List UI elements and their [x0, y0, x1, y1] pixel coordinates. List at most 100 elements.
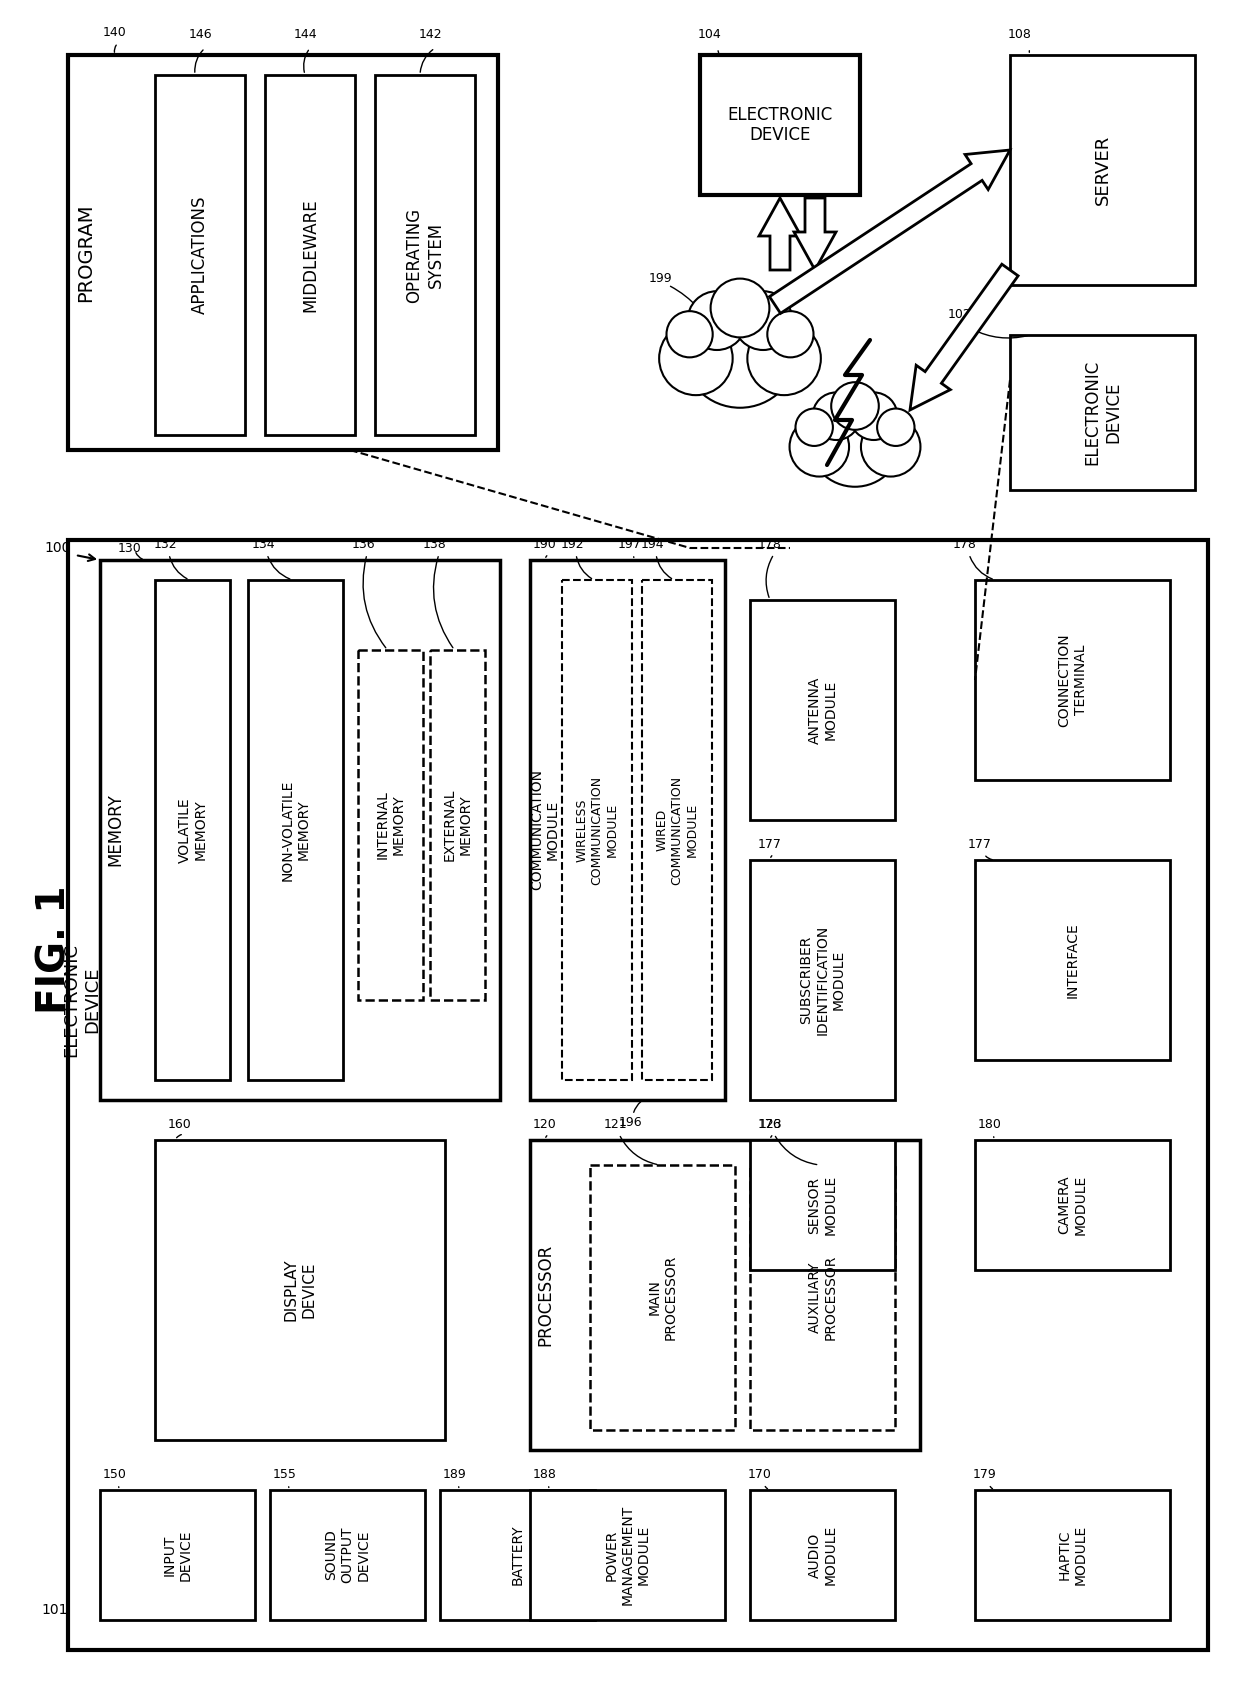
Bar: [440, 1490, 595, 1620]
Bar: [750, 600, 895, 820]
Circle shape: [808, 393, 901, 486]
Bar: [1011, 336, 1195, 490]
Text: OPERATING
SYSTEM: OPERATING SYSTEM: [405, 207, 444, 303]
Bar: [750, 859, 895, 1100]
Text: 155: 155: [273, 1468, 296, 1480]
Text: FIRST
NETWORK
198: FIRST NETWORK 198: [827, 424, 883, 456]
Circle shape: [768, 312, 813, 358]
Circle shape: [660, 322, 733, 395]
Bar: [975, 1141, 1171, 1270]
Bar: [529, 1141, 920, 1449]
Text: CONNECTION
TERMINAL: CONNECTION TERMINAL: [1058, 634, 1087, 727]
Bar: [975, 859, 1171, 1059]
Text: 120: 120: [533, 1117, 557, 1131]
Circle shape: [711, 278, 769, 337]
Text: MAIN
PROCESSOR: MAIN PROCESSOR: [647, 1254, 677, 1341]
Text: SOUND
OUTPUT
DEVICE: SOUND OUTPUT DEVICE: [325, 1527, 371, 1583]
Text: 199: 199: [649, 271, 672, 285]
Circle shape: [812, 393, 861, 441]
Text: 178: 178: [758, 537, 782, 551]
Bar: [562, 580, 632, 1080]
Circle shape: [790, 417, 849, 476]
Bar: [642, 580, 712, 1080]
Text: 142: 142: [418, 29, 441, 41]
Text: 108: 108: [1008, 29, 1032, 41]
Text: 130: 130: [118, 541, 141, 554]
Text: 138: 138: [423, 537, 446, 551]
Text: 194: 194: [640, 537, 663, 551]
Text: 146: 146: [188, 29, 212, 41]
Text: ELECTRONIC
DEVICE: ELECTRONIC DEVICE: [1083, 359, 1122, 464]
Text: 134: 134: [252, 537, 275, 551]
Text: 170: 170: [748, 1468, 773, 1480]
Text: CAMERA
MODULE: CAMERA MODULE: [1058, 1175, 1087, 1236]
Text: SECOND
NETWORK: SECOND NETWORK: [708, 336, 773, 364]
Text: 123: 123: [758, 1117, 781, 1131]
Text: WIRED
COMMUNICATION
MODULE: WIRED COMMUNICATION MODULE: [656, 775, 698, 885]
Bar: [155, 580, 229, 1080]
Circle shape: [849, 393, 898, 441]
Bar: [100, 1490, 255, 1620]
Bar: [590, 1164, 735, 1431]
Text: ELECTRONIC
DEVICE: ELECTRONIC DEVICE: [62, 942, 102, 1058]
Text: 100: 100: [45, 541, 71, 554]
Bar: [358, 649, 423, 1000]
Text: INTERNAL
MEMORY: INTERNAL MEMORY: [376, 790, 405, 859]
Text: PROGRAM: PROGRAM: [77, 203, 95, 302]
Bar: [270, 1490, 425, 1620]
Text: SUBSCRIBER
IDENTIFICATION
MODULE: SUBSCRIBER IDENTIFICATION MODULE: [800, 925, 846, 1036]
Bar: [430, 649, 485, 1000]
Bar: [750, 1164, 895, 1431]
Text: MEMORY: MEMORY: [105, 793, 124, 866]
Text: SERVER: SERVER: [1094, 136, 1111, 205]
Text: NON-VOLATILE
MEMORY: NON-VOLATILE MEMORY: [280, 780, 310, 881]
Text: 140: 140: [103, 27, 126, 39]
Text: POWER
MANAGEMENT
MODULE: POWER MANAGEMENT MODULE: [604, 1505, 651, 1605]
Text: 102: 102: [949, 308, 972, 322]
Polygon shape: [770, 149, 1011, 314]
Text: COMMUNICATION
MODULE: COMMUNICATION MODULE: [529, 770, 560, 890]
Text: APPLICATIONS: APPLICATIONS: [191, 195, 210, 314]
Text: WIRELESS
COMMUNICATION
MODULE: WIRELESS COMMUNICATION MODULE: [575, 775, 619, 885]
Text: 104: 104: [698, 29, 722, 41]
Circle shape: [687, 292, 746, 349]
Text: 178: 178: [954, 537, 977, 551]
Text: BATTERY: BATTERY: [511, 1526, 525, 1585]
Text: AUDIO
MODULE: AUDIO MODULE: [807, 1526, 837, 1585]
Bar: [155, 1141, 445, 1441]
Circle shape: [877, 408, 915, 446]
Text: 136: 136: [351, 537, 374, 551]
Text: ANTENNA
MODULE: ANTENNA MODULE: [807, 676, 837, 744]
Bar: [248, 580, 343, 1080]
Text: 180: 180: [978, 1117, 1002, 1131]
Bar: [529, 1490, 725, 1620]
Text: INTERFACE: INTERFACE: [1065, 922, 1080, 998]
Text: 177: 177: [758, 837, 782, 851]
Text: MIDDLEWARE: MIDDLEWARE: [301, 198, 319, 312]
Text: 196: 196: [619, 1115, 642, 1129]
Bar: [975, 580, 1171, 780]
Circle shape: [796, 408, 833, 446]
Bar: [1011, 54, 1195, 285]
Bar: [750, 1141, 895, 1270]
Bar: [975, 1490, 1171, 1620]
Text: VOLATILE
MEMORY: VOLATILE MEMORY: [177, 797, 207, 863]
Bar: [100, 559, 500, 1100]
Text: 189: 189: [443, 1468, 467, 1480]
Text: 179: 179: [973, 1468, 997, 1480]
Text: 121: 121: [603, 1117, 626, 1131]
Text: 197: 197: [618, 537, 642, 551]
Text: 160: 160: [169, 1117, 192, 1131]
Text: ELECTRONIC
DEVICE: ELECTRONIC DEVICE: [728, 105, 832, 144]
Text: 188: 188: [533, 1468, 557, 1480]
Circle shape: [667, 312, 713, 358]
Bar: [265, 75, 355, 436]
Text: 176: 176: [758, 1117, 782, 1131]
Text: PROCESSOR: PROCESSOR: [536, 1244, 554, 1346]
Circle shape: [748, 322, 821, 395]
Circle shape: [861, 417, 920, 476]
Text: FIG. 1: FIG. 1: [36, 886, 74, 1014]
Polygon shape: [759, 198, 801, 270]
Circle shape: [682, 292, 797, 408]
Text: EXTERNAL
MEMORY: EXTERNAL MEMORY: [443, 788, 472, 861]
